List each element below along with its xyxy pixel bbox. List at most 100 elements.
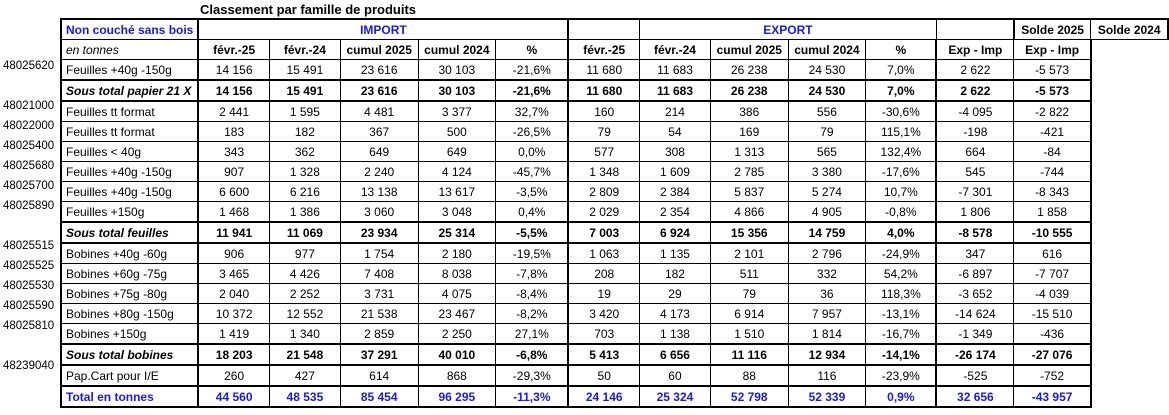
column-header: cumul 2025 [339, 39, 419, 60]
table-cell: -43 957 [1013, 385, 1092, 408]
section-header-row: Non couché sans bois IMPORT EXPORT Solde… [59, 18, 1169, 40]
table-cell: 5 274 [787, 181, 867, 202]
table-cell: -8 343 [1013, 181, 1092, 202]
table-cell: 2 101 [709, 242, 789, 264]
table-cell: -27 076 [1013, 343, 1092, 366]
table-cell: 664 [935, 141, 1015, 162]
table-cell: 907 [197, 161, 270, 182]
table-cell: 88 [709, 364, 789, 386]
product-code: 48025515 [3, 240, 55, 252]
table-cell: 79 [709, 283, 789, 304]
table-cell: 1 328 [268, 161, 341, 182]
subtotal-row: Sous total feuilles 11 941 11 069 23 934 25 … [59, 221, 1168, 244]
column-header: févr.-24 [639, 39, 711, 60]
table-cell: 27,1% [495, 323, 569, 344]
table-cell: 23 467 [417, 303, 497, 324]
table-cell: 4,0% [865, 221, 937, 244]
table-cell: 37 291 [339, 343, 419, 366]
table-cell: -0,8% [865, 201, 937, 222]
subtotal-row: Sous total papier 21 X 14 156 15 491 23 616… [59, 79, 1168, 102]
table-cell: -21,6% [495, 79, 569, 102]
table-cell: 10 372 [197, 303, 270, 324]
table-cell: 427 [268, 364, 341, 386]
table-cell: -4 039 [1013, 283, 1092, 304]
table-cell: 182 [639, 263, 711, 284]
product-code: 48025620 [3, 60, 55, 72]
column-header: févr.-25 [197, 39, 270, 60]
table-cell: 85 454 [339, 385, 419, 408]
product-code: 48022000 [3, 120, 55, 132]
table-cell: 703 [567, 323, 641, 344]
row-label: Feuilles +40g -150g [59, 181, 199, 202]
table-cell: -3,5% [495, 181, 569, 202]
table-cell: -5 573 [1013, 79, 1092, 102]
product-code: 48025530 [3, 280, 55, 292]
table-cell: -7,8% [495, 263, 569, 284]
table-cell: -29,3% [495, 364, 569, 386]
table-cell: 10,7% [865, 181, 937, 202]
table-cell: 3 048 [417, 201, 497, 222]
table-cell: 18 203 [197, 343, 270, 366]
row-label: Feuilles tt format [59, 121, 199, 142]
table-cell: 362 [268, 141, 341, 162]
product-code: 48021000 [3, 100, 55, 112]
table-cell: 30 103 [417, 59, 497, 80]
table-cell: 2 441 [197, 100, 270, 122]
product-code-column: 48025620 48021000 48022000 48025400 48025680… [0, 0, 62, 415]
table-cell: 12 552 [268, 303, 341, 324]
table-cell: 15 491 [268, 79, 341, 102]
table-cell: -13,1% [865, 303, 937, 324]
row-label: Bobines +40g -60g [59, 242, 199, 264]
table-cell: 0,0% [495, 141, 569, 162]
row-label: Bobines +150g [59, 323, 199, 344]
table-cell: 2 622 [935, 79, 1015, 102]
row-label: Sous total papier 21 X [59, 79, 199, 102]
table-cell: -14 624 [935, 303, 1015, 324]
table-cell: -436 [1013, 323, 1092, 344]
table-cell: 4 481 [339, 100, 419, 122]
table-cell: 118,3% [865, 283, 937, 304]
table-cell: 347 [935, 242, 1015, 264]
table-cell: 208 [567, 263, 641, 284]
table-cell: 500 [417, 121, 497, 142]
table-cell: 214 [639, 100, 711, 122]
product-code: 48025890 [3, 200, 55, 212]
table-cell: 23 934 [339, 221, 419, 244]
table-cell: 1 754 [339, 242, 419, 264]
table-cell: 2 252 [268, 283, 341, 304]
table-cell: 14 759 [787, 221, 867, 244]
table-cell: 5 837 [709, 181, 789, 202]
table-cell: 2 796 [787, 242, 867, 264]
table-cell: -24,9% [865, 242, 937, 264]
table-cell: 36 [787, 283, 867, 304]
product-code: 48025700 [3, 180, 55, 192]
table-cell: 7 957 [787, 303, 867, 324]
column-header: Exp - Imp [1013, 39, 1092, 60]
table-cell: 4 426 [268, 263, 341, 284]
table-cell: 48 535 [268, 385, 341, 408]
row-label: Bobines +60g -75g [59, 263, 199, 284]
table-cell: -5 573 [1013, 59, 1092, 80]
table-cell: 116 [787, 364, 867, 386]
import-header: IMPORT [197, 18, 569, 40]
table-cell: 1 063 [567, 242, 641, 264]
table-cell: -744 [1013, 161, 1092, 182]
product-code: 48025680 [3, 160, 55, 172]
table-cell: 11 941 [197, 221, 270, 244]
table-cell: 6 600 [197, 181, 270, 202]
table-cell: 50 [567, 364, 641, 386]
table-cell: 2 180 [417, 242, 497, 264]
table-cell: 115,1% [865, 121, 937, 142]
table-cell: 11 069 [268, 221, 341, 244]
column-header: févr.-24 [268, 39, 341, 60]
row-label: Feuilles +150g [59, 201, 199, 222]
table-cell: -26 174 [935, 343, 1015, 366]
table-cell: 11 680 [567, 59, 641, 80]
table-cell: 2 859 [339, 323, 419, 344]
table-cell: 1 814 [787, 323, 867, 344]
table-cell: 367 [339, 121, 419, 142]
table-cell: 44 560 [197, 385, 270, 408]
table-cell: 260 [197, 364, 270, 386]
table-cell: 32,7% [495, 100, 569, 122]
table-cell: 2 029 [567, 201, 641, 222]
